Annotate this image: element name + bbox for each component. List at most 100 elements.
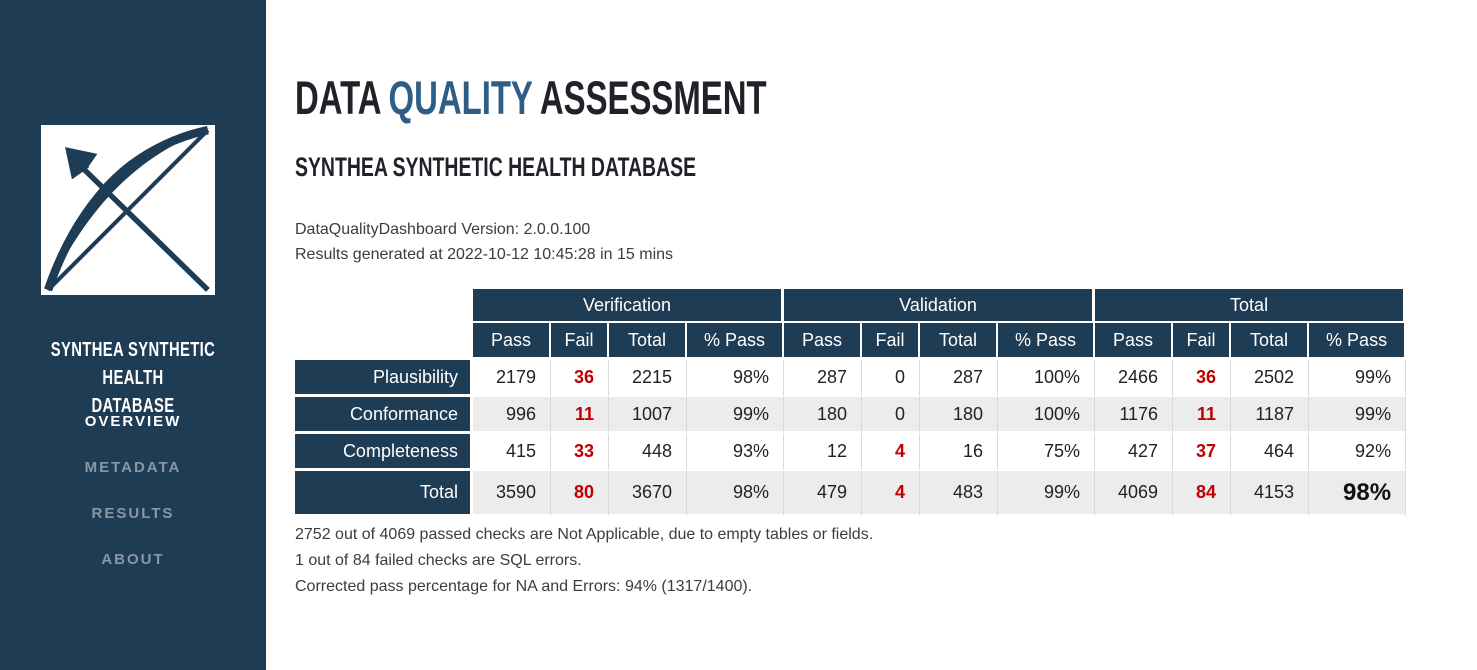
cell: 92%: [1309, 434, 1407, 471]
note-sql-errors: 1 out of 84 failed checks are SQL errors…: [295, 552, 582, 569]
col-header-pass: Pass: [1095, 323, 1174, 360]
col-header-fail: Fail: [1173, 323, 1232, 360]
cell: 99%: [1309, 360, 1407, 397]
table-row-plausibility: Plausibility 2179 36 2215 98% 287 0 287 …: [295, 360, 1407, 397]
cell: 2215: [609, 360, 687, 397]
cell: 99%: [998, 471, 1096, 517]
cell: 1007: [609, 397, 687, 434]
cell: 99%: [1309, 397, 1407, 434]
meta-block: DataQualityDashboard Version: 2.0.0.100 …: [295, 217, 673, 267]
page-title-accent: QUALITY: [388, 71, 533, 124]
col-header-pass: Pass: [473, 323, 551, 360]
col-header-pass: Pass: [784, 323, 862, 360]
page-title-part1: DATA: [295, 71, 382, 124]
note-not-applicable: 2752 out of 4069 passed checks are Not A…: [295, 526, 874, 543]
sidebar-item-overview[interactable]: OVERVIEW: [84, 413, 182, 430]
cell: 180: [920, 397, 998, 434]
cell: 1187: [1231, 397, 1310, 434]
col-header-total: Total: [920, 323, 998, 360]
version-line: DataQualityDashboard Version: 2.0.0.100: [295, 221, 591, 238]
fail-cell: 11: [551, 397, 609, 434]
cell: 180: [784, 397, 862, 434]
cell: 2466: [1095, 360, 1174, 397]
cell: 415: [473, 434, 551, 471]
fail-cell: 4: [862, 434, 920, 471]
page-subtitle: SYNTHEA SYNTHETIC HEALTH DATABASE: [295, 152, 697, 182]
corner-cell: [295, 289, 473, 323]
table-row-conformance: Conformance 996 11 1007 99% 180 0 180 10…: [295, 397, 1407, 434]
cell: 4069: [1095, 471, 1174, 517]
cell: 464: [1231, 434, 1310, 471]
fail-cell: 4: [862, 471, 920, 517]
fail-cell: 33: [551, 434, 609, 471]
cell: 996: [473, 397, 551, 434]
sidebar-item-results[interactable]: RESULTS: [91, 505, 175, 522]
col-header-pct-pass: % Pass: [1309, 323, 1407, 360]
results-table-wrap: Verification Validation Total Pass Fail …: [295, 289, 1407, 517]
sub-header-row: Pass Fail Total % Pass Pass Fail Total %…: [295, 323, 1407, 360]
cell: 98%: [687, 360, 784, 397]
sidebar-database-title: SYNTHEA SYNTHETIC HEALTH DATABASE: [50, 339, 216, 417]
fail-cell: 80: [551, 471, 609, 517]
page-title: DATA QUALITY ASSESSMENT: [295, 70, 767, 125]
cell: 93%: [687, 434, 784, 471]
data-quality-summary-table: Verification Validation Total Pass Fail …: [295, 289, 1407, 517]
group-header-verification: Verification: [473, 289, 784, 323]
cell: 3670: [609, 471, 687, 517]
cell: 12: [784, 434, 862, 471]
cell: 483: [920, 471, 998, 517]
row-label: Completeness: [295, 434, 473, 471]
cell: 287: [784, 360, 862, 397]
fail-cell: 37: [1173, 434, 1232, 471]
cell: 98%: [687, 471, 784, 517]
col-header-pct-pass: % Pass: [998, 323, 1096, 360]
row-label: Total: [295, 471, 473, 517]
footnotes: 2752 out of 4069 passed checks are Not A…: [295, 522, 873, 600]
fail-cell: 84: [1173, 471, 1232, 517]
cell: 16: [920, 434, 998, 471]
cell: 100%: [998, 360, 1096, 397]
table-row-total: Total 3590 80 3670 98% 479 4 483 99% 406…: [295, 471, 1407, 517]
cell: 2179: [473, 360, 551, 397]
table-row-completeness: Completeness 415 33 448 93% 12 4 16 75% …: [295, 434, 1407, 471]
sidebar-nav: OVERVIEW METADATA RESULTS ABOUT: [0, 402, 266, 586]
fail-cell: 36: [1173, 360, 1232, 397]
col-header-total: Total: [1231, 323, 1310, 360]
cell: 3590: [473, 471, 551, 517]
fail-cell: 0: [862, 360, 920, 397]
bow-and-arrow-icon: [41, 125, 215, 295]
group-header-row: Verification Validation Total: [295, 289, 1407, 323]
generated-line: Results generated at 2022-10-12 10:45:28…: [295, 246, 674, 263]
cell: 287: [920, 360, 998, 397]
cell: 2502: [1231, 360, 1310, 397]
fail-cell: 0: [862, 397, 920, 434]
cell: 4153: [1231, 471, 1310, 517]
sidebar: SYNTHEA SYNTHETIC HEALTH DATABASE OVERVI…: [0, 0, 266, 670]
sidebar-item-about[interactable]: ABOUT: [101, 551, 165, 568]
note-corrected-pass: Corrected pass percentage for NA and Err…: [295, 578, 753, 595]
cell: 448: [609, 434, 687, 471]
col-header-pct-pass: % Pass: [687, 323, 784, 360]
cell: 99%: [687, 397, 784, 434]
overall-pass-percentage: 98%: [1309, 471, 1407, 517]
row-label: Plausibility: [295, 360, 473, 397]
col-header-fail: Fail: [862, 323, 920, 360]
fail-cell: 36: [551, 360, 609, 397]
group-header-validation: Validation: [784, 289, 1096, 323]
fail-cell: 11: [1173, 397, 1232, 434]
cell: 427: [1095, 434, 1174, 471]
cell: 75%: [998, 434, 1096, 471]
cell: 100%: [998, 397, 1096, 434]
cell: 1176: [1095, 397, 1174, 434]
corner-cell: [295, 323, 473, 360]
group-header-total: Total: [1095, 289, 1407, 323]
col-header-total: Total: [609, 323, 687, 360]
sidebar-item-metadata[interactable]: METADATA: [84, 459, 182, 476]
row-label: Conformance: [295, 397, 473, 434]
cell: 479: [784, 471, 862, 517]
col-header-fail: Fail: [551, 323, 609, 360]
page-title-part2: ASSESSMENT: [539, 71, 767, 124]
main-content: DATA QUALITY ASSESSMENT SYNTHEA SYNTHETIC …: [266, 0, 1477, 670]
dqd-logo: [41, 125, 215, 295]
